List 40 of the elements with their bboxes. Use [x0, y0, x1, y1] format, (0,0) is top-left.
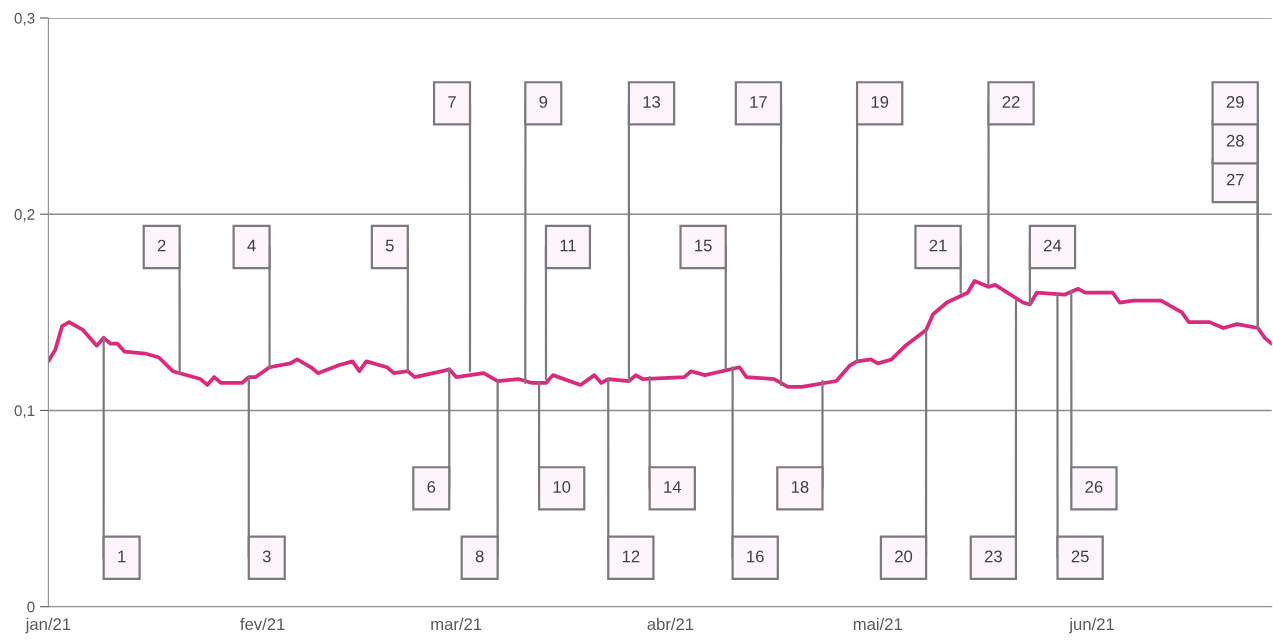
annotation: 17 [750, 96, 767, 108]
y-tick-label: 0 [27, 601, 35, 613]
annotation: 11 [560, 239, 576, 252]
x-tick-label: mai/21 [853, 617, 902, 631]
annotation: 25 [1071, 550, 1089, 563]
annotation: 12 [622, 550, 640, 563]
x-tick-label: mar/21 [431, 617, 482, 631]
annotation: 16 [747, 550, 764, 563]
y-tick-label: 0,3 [14, 12, 35, 26]
annotation: 1 [118, 550, 126, 563]
x-tick-label: jan/21 [25, 617, 71, 634]
annotation: 13 [643, 96, 661, 108]
x-tick-label: fev/21 [240, 617, 285, 631]
x-tick-label: abr/21 [647, 617, 694, 631]
y-tick-label: 0,2 [14, 209, 35, 222]
y-tick-label: 0,1 [14, 405, 35, 418]
annotation: 9 [539, 96, 548, 108]
annotation: 28 [1226, 134, 1244, 147]
annotation: 18 [791, 481, 809, 493]
annotation: 7 [448, 96, 456, 108]
annotation: 2 [157, 239, 166, 252]
annotation: 6 [427, 481, 436, 493]
annotation: 19 [871, 96, 889, 108]
x-tick-label: jun/21 [1068, 617, 1114, 634]
annotation: 26 [1085, 481, 1103, 493]
annotation: 20 [895, 550, 913, 563]
line-series [48, 279, 1272, 389]
annotation: 27 [1226, 173, 1244, 186]
annotation: 5 [385, 239, 394, 252]
annotation: 21 [929, 239, 947, 252]
annotation: 15 [695, 239, 712, 252]
annotation: 23 [984, 550, 1002, 563]
annotation: 22 [1002, 96, 1020, 108]
annotation: 14 [664, 481, 682, 493]
annotation: 4 [247, 239, 256, 252]
annotation: 24 [1044, 239, 1062, 252]
annotation: 29 [1226, 96, 1244, 108]
annotation: 10 [553, 481, 571, 493]
annotation: 8 [475, 550, 484, 563]
annotation: 3 [262, 550, 271, 563]
